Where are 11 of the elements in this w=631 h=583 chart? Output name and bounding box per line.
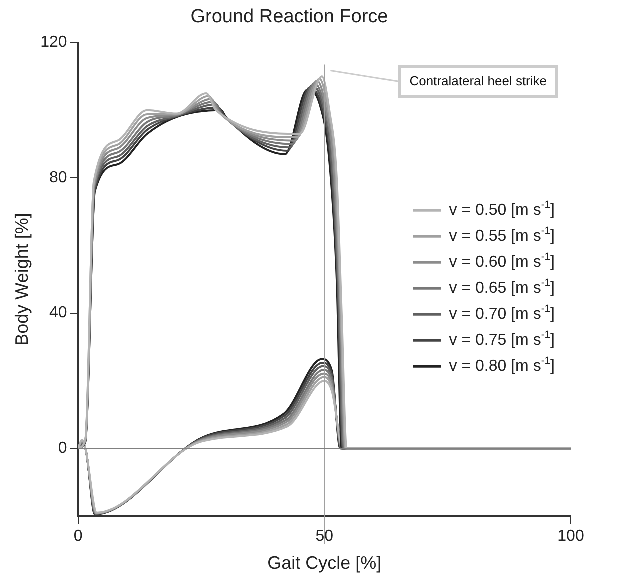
y-tick-label: 80 bbox=[50, 169, 68, 186]
y-tick-label: 40 bbox=[50, 304, 68, 322]
x-axis-title: Gait Cycle [%] bbox=[268, 553, 382, 574]
chart-title: Ground Reaction Force bbox=[190, 6, 388, 28]
x-tick-label: 50 bbox=[316, 528, 334, 546]
y-tick-label: 120 bbox=[40, 34, 68, 52]
x-tick-label: 0 bbox=[74, 528, 83, 546]
ref-line-label: Contralateral heel strike bbox=[410, 73, 548, 88]
y-tick-label: 0 bbox=[58, 440, 68, 457]
x-tick-label: 100 bbox=[558, 528, 584, 546]
y-axis-title: Body Weight [%] bbox=[12, 213, 32, 346]
